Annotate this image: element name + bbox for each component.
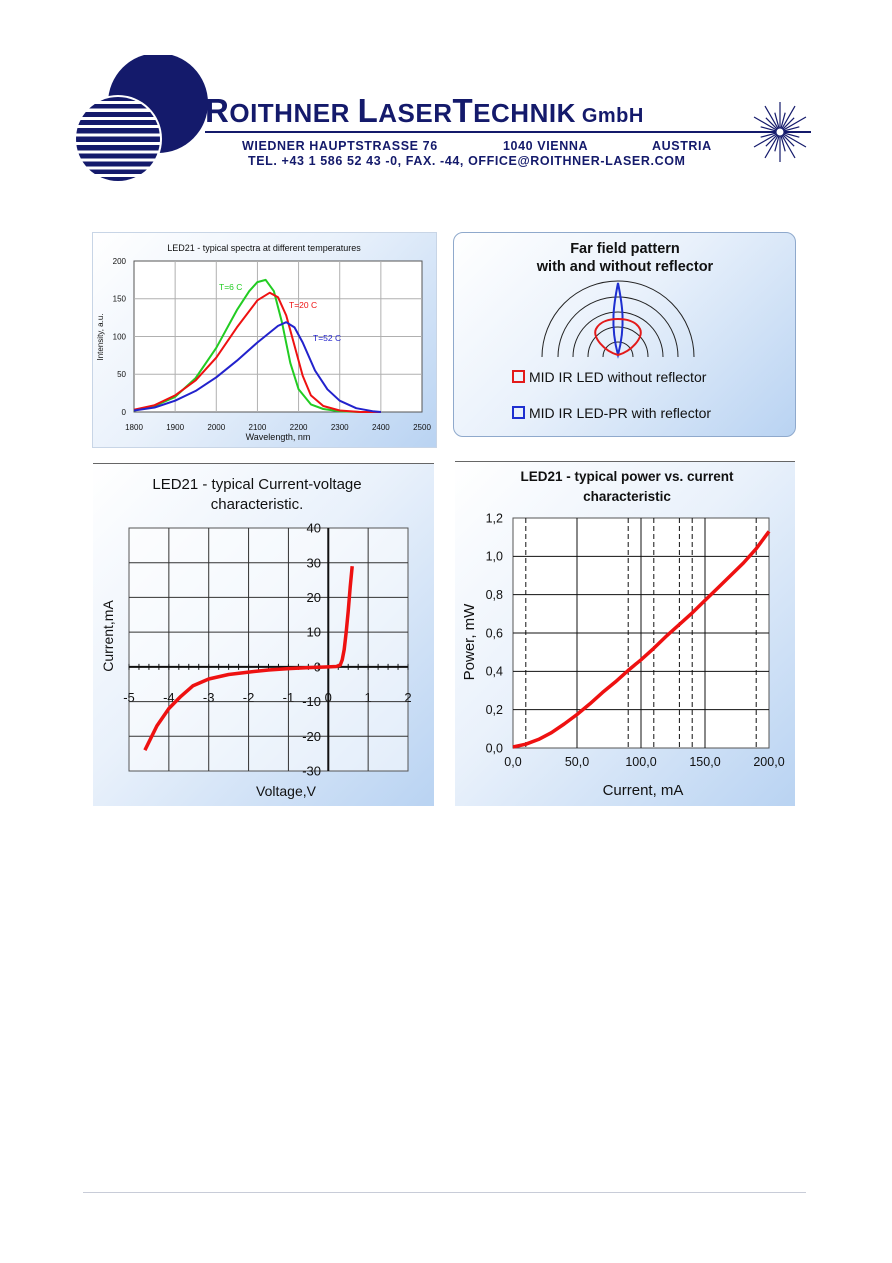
- starburst-ray: [779, 116, 807, 133]
- farfield-title-1: Far field pattern: [570, 241, 680, 257]
- x-tick-label: 2: [404, 690, 411, 705]
- company-logo: [74, 55, 208, 183]
- series-line-2: [133, 321, 381, 413]
- y-tick-label: 0,0: [486, 741, 503, 755]
- x-tick-label: 150,0: [689, 755, 720, 769]
- y-tick-label: 0: [122, 408, 127, 417]
- x-tick-label: 2300: [331, 423, 349, 432]
- legend-red-marker: [512, 370, 525, 383]
- y-tick-label: 0,4: [486, 665, 503, 679]
- x-tick-label: 1800: [125, 423, 143, 432]
- x-tick-label: 2400: [372, 423, 390, 432]
- y-tick-label: 0,6: [486, 626, 503, 640]
- y-tick-label: 30: [307, 555, 321, 570]
- spectra-title: LED21 - typical spectra at different tem…: [167, 243, 361, 253]
- address-city: 1040 VIENNA: [503, 139, 589, 153]
- series-line-0: [143, 566, 354, 751]
- spectra-x-label: Wavelength, nm: [246, 432, 311, 442]
- starburst-ray: [753, 116, 781, 133]
- iv-chart-panel: -5-4-3-2-1012-30-20-10010203040LED21 - t…: [93, 463, 434, 806]
- y-tick-label: 0,8: [486, 588, 503, 602]
- company-name: ROITHNER LASERTECHNIK GmbH: [205, 92, 644, 129]
- spectra-y-label: Intensity, a.u.: [96, 314, 105, 361]
- y-tick-label: -10: [302, 694, 321, 709]
- legend-red-label: MID IR LED without reflector: [529, 369, 707, 385]
- farfield-diagram: Far field pattern with and without refle…: [512, 241, 714, 421]
- x-tick-label: 0,0: [504, 755, 521, 769]
- x-tick-label: -1: [283, 690, 295, 705]
- x-tick-label: -3: [203, 690, 215, 705]
- pc-title-2: characteristic: [583, 489, 671, 504]
- x-tick-label: 2500: [413, 423, 431, 432]
- iv-chart: -5-4-3-2-1012-30-20-10010203040LED21 - t…: [100, 476, 412, 799]
- y-tick-label: 10: [307, 625, 321, 640]
- contact-line: TEL. +43 1 586 52 43 -0, FAX. -44, OFFIC…: [248, 154, 686, 168]
- starburst-ray: [779, 131, 807, 148]
- pc-x-label: Current, mA: [603, 782, 684, 799]
- spectra-chart: 1800 1900 2000 2100 2200 2300 2400 2500 0 50 100 15…: [96, 243, 431, 442]
- pc-y-label: Power, mW: [461, 603, 478, 681]
- y-tick-label: 50: [117, 370, 126, 379]
- company-suffix: GmbH: [581, 105, 644, 127]
- farfield-title-2: with and without reflector: [536, 259, 714, 275]
- x-tick-label: 1900: [166, 423, 184, 432]
- legend-blue-marker: [512, 406, 525, 419]
- x-tick-label: -4: [163, 690, 175, 705]
- starburst-ray: [779, 131, 796, 159]
- series-label-2: T=52 C: [313, 333, 341, 343]
- starburst-ray: [764, 105, 781, 133]
- address-street: WIEDNER HAUPTSTRASSE 76: [242, 139, 438, 153]
- starburst-ray: [764, 131, 781, 159]
- y-tick-label: 1,2: [486, 511, 503, 525]
- series-label-0: T=6 C: [219, 282, 242, 292]
- y-tick-label: 1,0: [486, 550, 503, 564]
- x-tick-label: 50,0: [565, 755, 589, 769]
- spectra-chart-panel: 1800 1900 2000 2100 2200 2300 2400 2500 0 50 100 15…: [92, 232, 437, 448]
- starburst-icon: [750, 102, 810, 162]
- x-tick-label: 2200: [290, 423, 308, 432]
- series-label-1: T=20 C: [289, 300, 317, 310]
- farfield-arcs: [541, 280, 695, 358]
- iv-y-label: Current,mA: [100, 600, 116, 672]
- starburst-ray: [753, 131, 781, 148]
- iv-title-1: LED21 - typical Current-voltage: [152, 476, 361, 493]
- x-tick-label: -5: [123, 690, 135, 705]
- header-rule: [205, 131, 811, 133]
- farfield-panel: Far field pattern with and without refle…: [453, 232, 796, 437]
- y-tick-label: 20: [307, 590, 321, 605]
- footer-rule: [83, 1192, 806, 1193]
- y-tick-label: 0,2: [486, 703, 503, 717]
- pc-chart: 0,0 50,0 100,0 150,0 200,0 0,0 0,2 0,4 0,6 0,8 1,0…: [461, 469, 785, 799]
- pc-chart-panel: 0,0 50,0 100,0 150,0 200,0 0,0 0,2 0,4 0,6 0,8 1,0…: [455, 461, 795, 806]
- x-tick-label: 2000: [207, 423, 225, 432]
- farfield-with-reflector-lobe: [612, 282, 624, 359]
- iv-x-label: Voltage,V: [256, 783, 317, 799]
- pc-title-1: LED21 - typical power vs. current: [520, 469, 734, 484]
- y-tick-label: 100: [113, 332, 127, 341]
- address-country: AUSTRIA: [652, 139, 712, 153]
- starburst-ray: [779, 105, 796, 133]
- y-tick-label: 200: [113, 257, 127, 266]
- x-tick-label: 100,0: [625, 755, 656, 769]
- x-tick-label: 2100: [249, 423, 267, 432]
- iv-title-2: characteristic.: [211, 496, 304, 513]
- series-line-0: [512, 530, 771, 749]
- legend-blue-label: MID IR LED-PR with reflector: [529, 405, 711, 421]
- x-tick-label: 1: [365, 690, 372, 705]
- y-tick-label: -20: [302, 729, 321, 744]
- y-tick-label: 40: [307, 521, 321, 536]
- y-tick-label: 150: [113, 295, 127, 304]
- series-line-0: [133, 278, 381, 413]
- x-tick-label: 200,0: [753, 755, 784, 769]
- farfield-without-reflector-lobe: [594, 317, 642, 357]
- series-line-1: [133, 291, 381, 413]
- x-tick-label: -2: [243, 690, 255, 705]
- y-tick-label: -30: [302, 764, 321, 779]
- plot-area: [128, 527, 409, 772]
